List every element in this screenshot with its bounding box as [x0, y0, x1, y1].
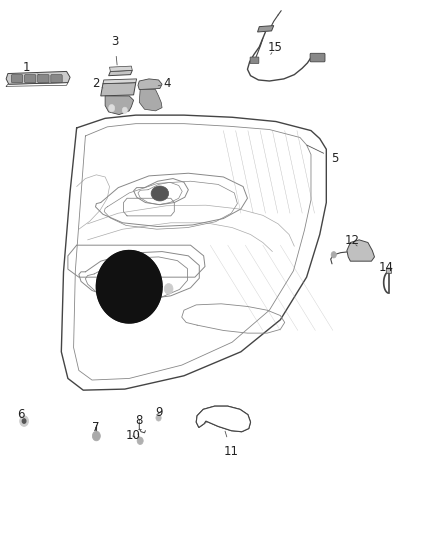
Polygon shape — [196, 406, 251, 432]
Text: 4: 4 — [158, 77, 171, 90]
Circle shape — [137, 437, 143, 445]
Polygon shape — [6, 71, 70, 84]
Polygon shape — [109, 70, 132, 76]
Text: 15: 15 — [268, 42, 283, 54]
Circle shape — [109, 104, 115, 112]
Text: 8: 8 — [136, 414, 143, 426]
Polygon shape — [139, 90, 162, 111]
Circle shape — [156, 415, 161, 421]
FancyBboxPatch shape — [38, 75, 49, 83]
Polygon shape — [258, 26, 274, 32]
Circle shape — [164, 284, 173, 294]
FancyBboxPatch shape — [386, 268, 392, 273]
Circle shape — [20, 416, 28, 426]
FancyBboxPatch shape — [25, 75, 36, 83]
Ellipse shape — [151, 186, 169, 201]
FancyBboxPatch shape — [51, 75, 62, 83]
Text: 9: 9 — [155, 406, 163, 418]
Circle shape — [22, 419, 26, 423]
Text: 3: 3 — [111, 35, 118, 65]
Polygon shape — [110, 66, 132, 71]
Polygon shape — [96, 251, 162, 323]
Polygon shape — [347, 240, 374, 261]
Text: 5: 5 — [307, 145, 339, 165]
Text: 11: 11 — [224, 431, 239, 458]
Circle shape — [331, 252, 336, 258]
Circle shape — [122, 107, 127, 114]
Text: 12: 12 — [344, 235, 359, 247]
Polygon shape — [103, 79, 137, 84]
Text: 14: 14 — [379, 261, 394, 274]
FancyBboxPatch shape — [11, 75, 23, 83]
Polygon shape — [105, 96, 134, 115]
Text: 6: 6 — [17, 408, 25, 421]
Text: 2: 2 — [92, 77, 103, 90]
Circle shape — [16, 411, 32, 431]
FancyBboxPatch shape — [250, 57, 259, 63]
Polygon shape — [101, 83, 136, 96]
Circle shape — [92, 431, 100, 441]
FancyBboxPatch shape — [310, 53, 325, 62]
Text: 1: 1 — [22, 61, 39, 75]
Text: 10: 10 — [125, 430, 140, 442]
Polygon shape — [138, 79, 162, 90]
Text: 7: 7 — [92, 421, 99, 434]
